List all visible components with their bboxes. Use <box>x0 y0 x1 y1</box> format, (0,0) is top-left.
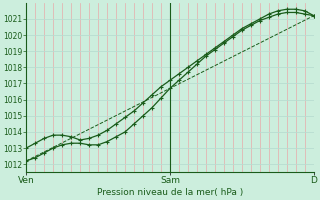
X-axis label: Pression niveau de la mer( hPa ): Pression niveau de la mer( hPa ) <box>97 188 243 197</box>
